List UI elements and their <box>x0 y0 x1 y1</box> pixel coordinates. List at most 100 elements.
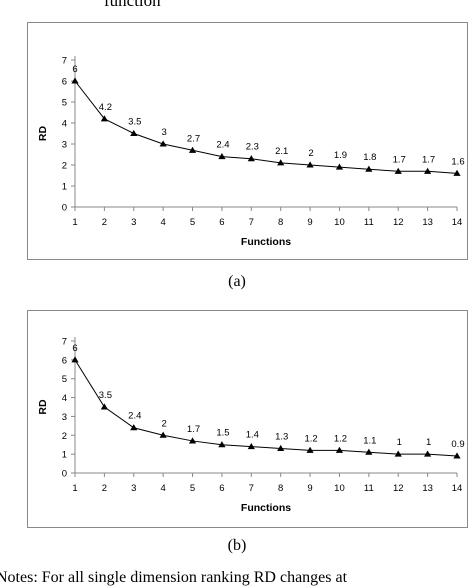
y-tick-label: 3 <box>62 412 67 423</box>
data-point-marker <box>218 441 226 448</box>
x-tick-label: 6 <box>219 217 224 228</box>
y-tick-label: 6 <box>62 355 67 366</box>
data-point-marker <box>130 129 138 137</box>
data-label: 1 <box>426 437 431 448</box>
data-label: 1 <box>397 437 402 448</box>
data-point-marker <box>247 155 255 162</box>
x-tick-label: 13 <box>422 483 433 494</box>
data-label: 1.9 <box>334 150 347 161</box>
data-point-marker <box>365 448 373 455</box>
series-line <box>74 359 458 457</box>
data-label: 0.9 <box>451 439 464 450</box>
x-tick-label: 6 <box>219 483 224 494</box>
data-label: 2.4 <box>216 140 229 151</box>
y-tick-label: 2 <box>62 161 67 172</box>
data-point-marker <box>277 444 285 452</box>
x-tick-label: 2 <box>102 217 107 228</box>
x-axis-label: Functions <box>241 236 291 248</box>
x-tick-label: 7 <box>249 483 254 494</box>
y-tick-label: 6 <box>62 77 67 88</box>
data-point-marker <box>394 167 402 174</box>
data-label: 1.7 <box>393 154 406 165</box>
data-point-marker <box>159 431 167 438</box>
y-tick-label: 0 <box>62 469 67 480</box>
data-point-marker <box>247 443 255 450</box>
x-tick-label: 13 <box>422 217 433 228</box>
chart-panel-a: 0 1 2 3 4 5 6 7 1 2 3 4 5 6 7 8 9 10 11 12 13 14 Functions RD 6 4… <box>27 22 468 260</box>
data-label: 2.4 <box>128 411 141 422</box>
data-label: 2.1 <box>275 146 288 157</box>
y-tick-label: 5 <box>62 374 67 385</box>
x-tick-label: 5 <box>190 483 195 494</box>
data-point-marker <box>424 450 432 457</box>
y-tick-label: 1 <box>62 450 67 461</box>
x-tick-label: 3 <box>131 217 136 228</box>
data-point-marker <box>218 153 226 160</box>
x-tick-label: 2 <box>102 483 107 494</box>
y-tick-label: 4 <box>62 393 67 404</box>
x-tick-label: 10 <box>334 483 345 494</box>
y-tick-label: 7 <box>62 56 67 67</box>
chart-panel-b: 0 1 2 3 4 5 6 7 1 2 3 4 5 6 7 8 9 10 11 12 13 14 Functions RD 6 3… <box>27 310 468 528</box>
data-point-marker <box>71 77 79 84</box>
data-label: 2 <box>162 418 167 429</box>
x-tick-label: 10 <box>334 217 345 228</box>
y-axis-label: RD <box>37 126 49 142</box>
x-tick-label: 3 <box>131 483 136 494</box>
data-label: 1.7 <box>422 154 435 165</box>
x-tick-label: 9 <box>307 483 312 494</box>
x-tick-label: 1 <box>72 217 77 228</box>
y-tick-label: 1 <box>62 182 67 193</box>
data-point-marker <box>394 450 402 457</box>
x-tick-label: 11 <box>364 217 374 228</box>
data-point-marker <box>306 446 314 453</box>
y-axis-label: RD <box>37 399 49 415</box>
data-label: 4.2 <box>99 102 112 113</box>
data-label: 3 <box>162 127 167 138</box>
data-point-marker <box>159 140 167 147</box>
figure-caption-fragment: function <box>104 0 161 10</box>
data-point-marker <box>188 437 197 444</box>
y-tick-label: 3 <box>62 140 67 151</box>
data-label: 1.7 <box>187 424 200 435</box>
data-point-marker <box>365 165 373 172</box>
x-axis-label: Functions <box>241 502 291 514</box>
data-point-marker <box>453 169 461 176</box>
y-tick-label: 0 <box>62 203 67 214</box>
data-label: 1.3 <box>275 431 288 442</box>
data-point-marker <box>424 167 432 174</box>
x-tick-label: 8 <box>278 217 283 228</box>
data-label: 1.5 <box>216 428 229 439</box>
data-point-marker <box>130 424 138 431</box>
data-point-marker <box>306 161 314 168</box>
data-point-marker <box>71 356 79 363</box>
x-tick-label: 12 <box>393 217 404 228</box>
data-point-marker <box>100 115 108 122</box>
data-label: 1.4 <box>246 430 259 441</box>
data-label: 6 <box>72 64 77 75</box>
x-tick-label: 7 <box>249 217 254 228</box>
panel-label-b: (b) <box>227 537 247 554</box>
y-tick-label: 5 <box>62 98 67 109</box>
x-tick-label: 14 <box>452 483 463 494</box>
x-tick-label: 5 <box>190 217 195 228</box>
x-tick-label: 4 <box>161 217 166 228</box>
x-tick-label: 12 <box>393 483 404 494</box>
data-point-marker <box>335 446 344 453</box>
series-line <box>74 80 458 174</box>
x-tick-label: 9 <box>307 217 312 228</box>
y-tick-label: 4 <box>62 119 67 130</box>
data-label: 2.3 <box>246 142 259 153</box>
x-tick-label: 8 <box>278 483 283 494</box>
x-tick-label: 14 <box>452 217 463 228</box>
data-label: 3.5 <box>128 117 141 128</box>
data-label: 3.5 <box>99 390 112 401</box>
data-label: 6 <box>72 343 77 354</box>
x-tick-label: 4 <box>161 483 166 494</box>
data-label: 1.8 <box>363 152 376 163</box>
data-label: 1.1 <box>363 435 376 446</box>
data-point-marker <box>188 146 197 153</box>
figure-notes: Notes: For all single dimension ranking … <box>0 569 348 586</box>
data-label: 1.2 <box>304 433 317 444</box>
